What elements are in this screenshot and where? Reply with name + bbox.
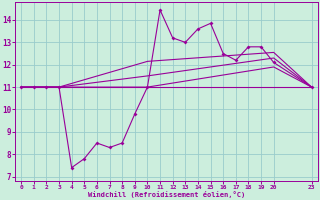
X-axis label: Windchill (Refroidissement éolien,°C): Windchill (Refroidissement éolien,°C) xyxy=(88,191,245,198)
